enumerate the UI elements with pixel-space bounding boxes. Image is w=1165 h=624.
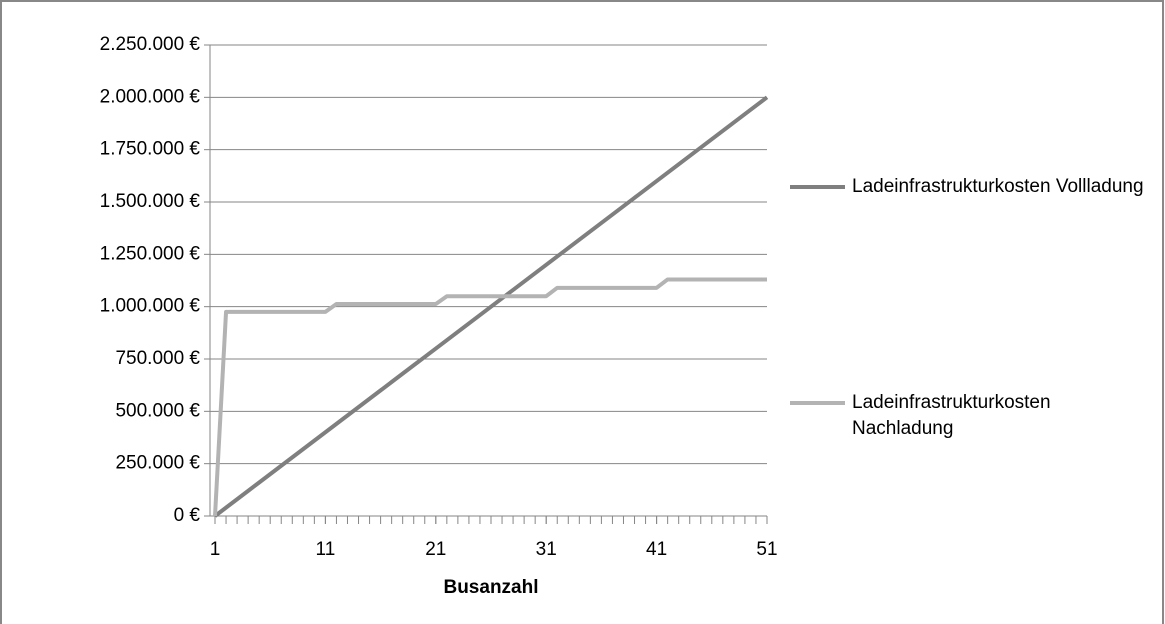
y-tick-label: 1.500.000 € [100, 191, 201, 212]
y-tick-label: 0 € [174, 505, 201, 526]
series-line [213, 95, 769, 518]
y-tick-label: 2.250.000 € [100, 34, 201, 55]
y-tick-label: 250.000 € [115, 453, 200, 474]
x-tick-label: 41 [646, 539, 667, 560]
y-tick-label: 1.000.000 € [100, 296, 201, 317]
x-axis-title: Busanzahl [443, 577, 538, 598]
legend-label: Ladeinfrastrukturkosten Nachladung [852, 392, 1051, 439]
y-tick-label: 2.000.000 € [100, 86, 201, 107]
y-tick-label: 1.750.000 € [100, 139, 201, 160]
x-tick-label: 1 [210, 539, 221, 560]
y-tick-label: 750.000 € [115, 348, 200, 369]
x-tick-label: 21 [425, 539, 446, 560]
series-line [213, 277, 767, 517]
legend-label: Ladeinfrastrukturkosten Vollladung [852, 176, 1144, 197]
y-tick-label: 500.000 € [115, 400, 200, 421]
x-tick-label: 11 [316, 539, 336, 560]
x-tick-label: 31 [536, 539, 557, 560]
x-tick-label: 51 [756, 539, 777, 560]
y-tick-label: 1.250.000 € [100, 243, 201, 264]
